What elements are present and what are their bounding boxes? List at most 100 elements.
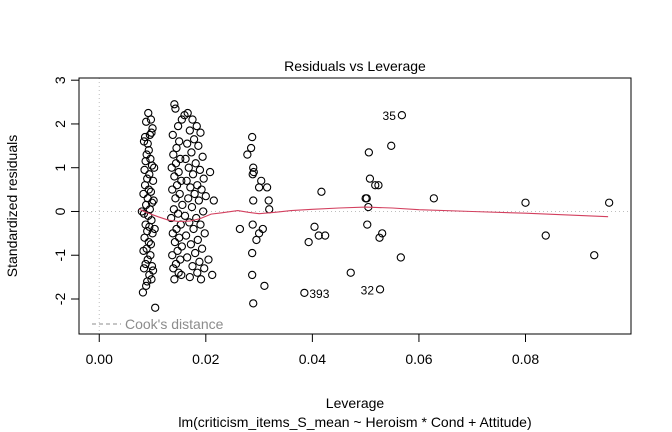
data-point xyxy=(168,185,177,194)
data-point xyxy=(148,266,158,275)
data-point xyxy=(139,189,148,199)
data-point xyxy=(205,167,215,177)
data-point xyxy=(192,213,201,223)
data-point xyxy=(190,189,199,199)
data-point xyxy=(171,259,181,269)
chart-subtitle: lm(criticism_items_S_mean ~ Heroism * Co… xyxy=(178,414,531,430)
point-label-35: 35 xyxy=(383,109,397,123)
data-point xyxy=(605,198,614,207)
data-point xyxy=(169,205,178,214)
data-point xyxy=(144,146,153,155)
data-point xyxy=(138,288,148,297)
data-point xyxy=(146,251,155,260)
data-point xyxy=(304,237,313,247)
data-point xyxy=(186,240,196,249)
data-point xyxy=(170,100,179,109)
loess-smooth-line xyxy=(138,206,609,223)
data-point xyxy=(147,275,156,284)
data-point xyxy=(176,255,185,264)
data-point xyxy=(260,281,269,291)
data-point xyxy=(141,156,150,166)
data-point xyxy=(141,117,151,126)
data-point xyxy=(146,240,156,249)
data-point xyxy=(139,137,149,146)
y-axis-label: Standardized residuals xyxy=(4,135,20,277)
data-point xyxy=(195,165,205,175)
data-point xyxy=(317,187,326,196)
data-point xyxy=(204,255,213,264)
data-point xyxy=(147,128,156,137)
chart-title: Residuals vs Leverage xyxy=(284,58,426,74)
data-point xyxy=(170,275,179,284)
data-point xyxy=(143,255,152,264)
data-point xyxy=(365,174,375,183)
data-point xyxy=(397,111,407,120)
data-point xyxy=(177,270,186,280)
data-point xyxy=(248,270,257,280)
data-point xyxy=(265,205,274,214)
x-tick-label: 0.04 xyxy=(299,351,326,367)
y-tick-label: -2 xyxy=(52,293,68,306)
data-point xyxy=(184,163,193,172)
data-point xyxy=(141,281,151,291)
data-point xyxy=(176,220,185,229)
data-point xyxy=(173,246,182,256)
x-axis-label: Leverage xyxy=(326,395,385,411)
data-point xyxy=(197,185,206,194)
data-point xyxy=(196,220,205,229)
y-tick-label: 0 xyxy=(52,207,68,215)
data-point xyxy=(252,235,261,245)
data-point xyxy=(375,233,384,242)
data-point xyxy=(144,185,153,194)
data-point xyxy=(187,148,196,157)
data-point xyxy=(146,115,156,124)
data-point xyxy=(142,150,151,159)
data-point xyxy=(182,176,191,185)
smooth-line xyxy=(138,206,609,223)
data-point xyxy=(147,161,157,170)
data-point xyxy=(249,163,258,172)
y-tick-label: 1 xyxy=(52,164,68,172)
data-point xyxy=(146,187,156,196)
y-axis: -2 -1 0 1 2 3 xyxy=(52,76,80,306)
data-point xyxy=(246,143,256,153)
data-point xyxy=(139,246,148,256)
data-point xyxy=(197,244,207,253)
data-point xyxy=(264,196,273,205)
data-point xyxy=(183,253,192,262)
data-point xyxy=(170,172,179,181)
data-point xyxy=(191,248,200,258)
data-point xyxy=(188,170,198,179)
data-point xyxy=(310,222,319,231)
data-point xyxy=(375,285,385,294)
data-point xyxy=(180,211,190,220)
data-point xyxy=(150,224,159,234)
data-point xyxy=(140,165,149,175)
data-point xyxy=(139,264,149,273)
data-point xyxy=(198,207,208,216)
y-tick-label: -1 xyxy=(52,249,68,262)
data-point xyxy=(171,159,181,168)
data-point xyxy=(248,220,257,229)
data-point xyxy=(172,143,181,153)
data-point xyxy=(429,194,439,203)
data-point xyxy=(145,170,154,179)
data-point xyxy=(590,251,599,260)
data-point xyxy=(258,224,267,234)
data-point xyxy=(248,132,257,142)
legend: Cook's distance xyxy=(92,316,224,332)
data-point xyxy=(208,270,217,280)
data-point xyxy=(300,288,309,298)
data-point xyxy=(169,150,178,159)
data-point xyxy=(188,115,197,124)
data-point xyxy=(168,229,177,238)
data-point xyxy=(183,139,192,148)
data-point xyxy=(186,183,195,192)
data-point xyxy=(193,181,202,190)
data-point xyxy=(199,174,208,183)
data-point xyxy=(149,163,159,172)
data-point xyxy=(254,183,264,192)
data-point xyxy=(145,130,155,140)
data-point xyxy=(181,231,191,240)
